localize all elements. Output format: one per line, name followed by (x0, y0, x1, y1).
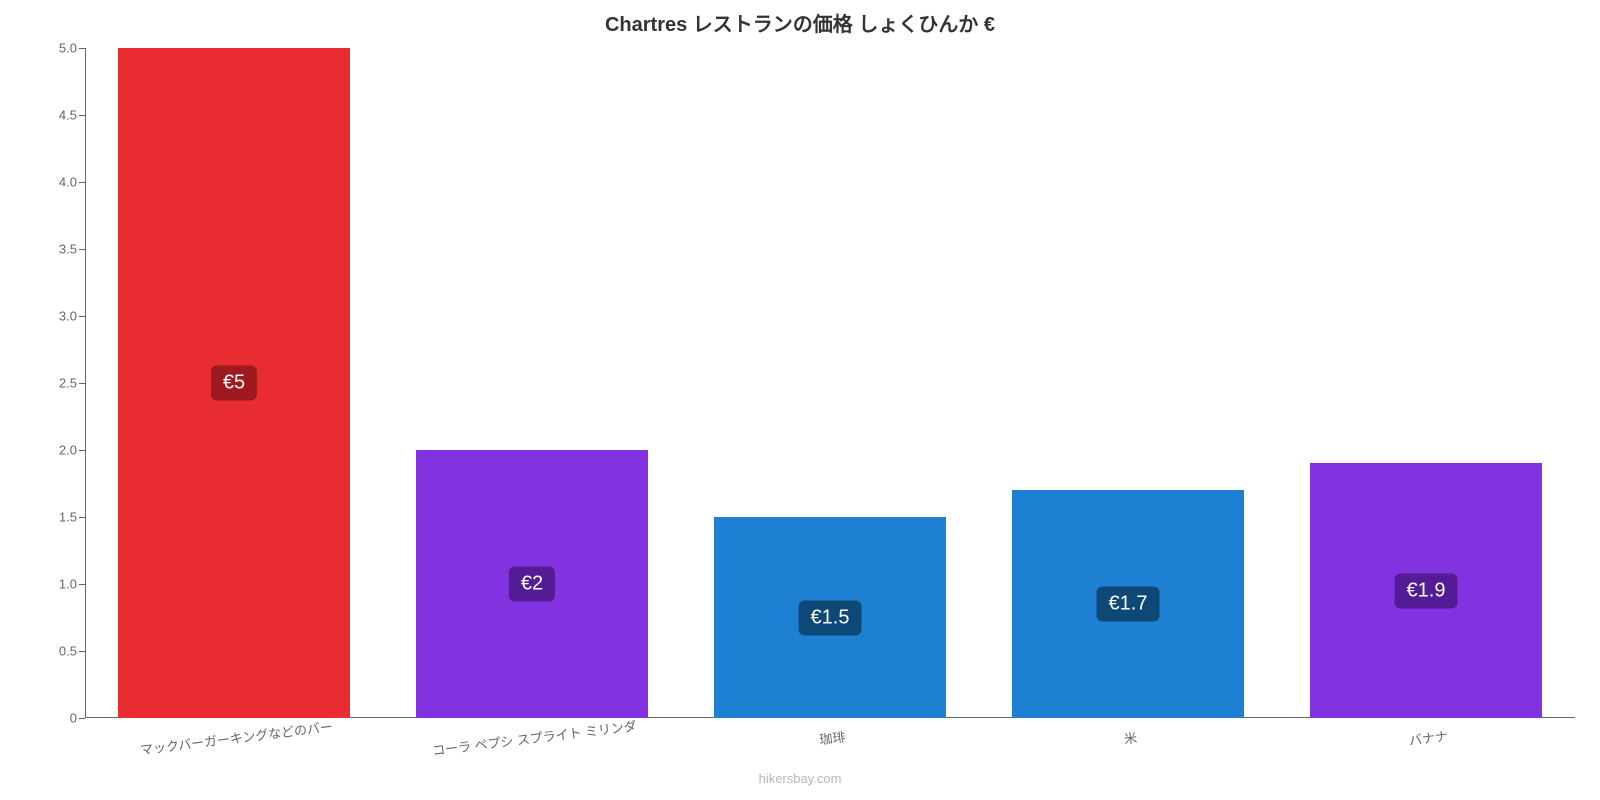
bar-value-badge: €2 (509, 567, 555, 602)
chart-title: Chartres レストランの価格 しょくひんか € (0, 8, 1600, 37)
x-tick-label: 珈琲 (817, 716, 846, 748)
y-tick-label: 1.0 (59, 577, 85, 592)
y-axis (85, 48, 86, 718)
y-tick-label: 2.5 (59, 376, 85, 391)
y-tick-label: 2.0 (59, 443, 85, 458)
y-tick-label: 3.5 (59, 242, 85, 257)
price-chart: Chartres レストランの価格 しょくひんか € 0 0.5 1.0 1.5 2.0… (0, 0, 1600, 800)
x-tick-label: 米 (1122, 717, 1138, 747)
y-tick-label: 1.5 (59, 510, 85, 525)
bar: €5 (118, 48, 350, 718)
bar-value-badge: €1.5 (799, 600, 862, 635)
y-tick-label: 5.0 (59, 41, 85, 56)
bar-value-badge: €5 (211, 366, 257, 401)
y-tick-label: 4.0 (59, 175, 85, 190)
plot-area: 00.51.01.52.02.53.03.54.04.55.0 €5€2€1.5… (85, 48, 1575, 718)
y-tick-label: 0 (70, 711, 85, 726)
bar: €2 (416, 450, 648, 718)
bar: €1.5 (714, 517, 946, 718)
bar: €1.7 (1012, 490, 1244, 718)
bar-value-badge: €1.7 (1097, 587, 1160, 622)
attribution-text: hikersbay.com (0, 771, 1600, 786)
y-tick-label: 4.5 (59, 108, 85, 123)
y-tick-label: 0.5 (59, 644, 85, 659)
bar-value-badge: €1.9 (1395, 573, 1458, 608)
x-tick-label: バナナ (1407, 716, 1449, 750)
bar: €1.9 (1310, 463, 1542, 718)
y-tick-label: 3.0 (59, 309, 85, 324)
